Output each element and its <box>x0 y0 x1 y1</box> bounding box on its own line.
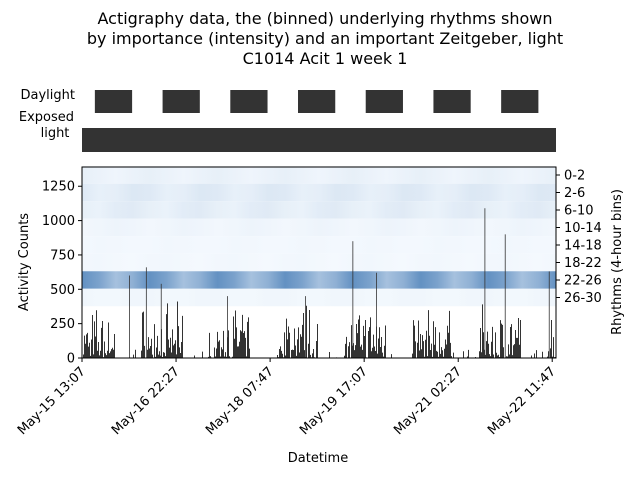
y-tick-label: 0 <box>67 352 75 367</box>
daylight-block <box>365 90 403 113</box>
y2-tick-label: 18-22 <box>564 256 602 271</box>
daylight-block <box>230 90 268 113</box>
exposed-label-line-2: light <box>41 126 70 141</box>
x-tick-label: May-16 22:27 <box>109 364 183 438</box>
daylight-block <box>298 90 336 113</box>
y-tick-label: 500 <box>50 283 75 298</box>
x-tick-label: May-18 07:47 <box>203 364 277 438</box>
y2-axis-label: Rhythms (4-hour bins) <box>610 189 625 335</box>
heatmap-row <box>82 183 556 202</box>
daylight-block <box>501 90 539 113</box>
heatmap-row <box>82 253 556 272</box>
y-tick-label: 250 <box>50 317 75 332</box>
x-tick-label: May-22 11:47 <box>485 364 559 438</box>
y-tick-label: 750 <box>50 248 75 263</box>
daylight-block <box>162 90 200 113</box>
y2-axis: 0-2 2-6 6-10 10-14 14-18 18-22 22-26 26-30 <box>556 169 602 306</box>
y-tick-label: 1250 <box>42 180 75 195</box>
heatmap-row <box>82 166 556 184</box>
heatmap-row <box>82 201 556 219</box>
exposed-label-line-1: Exposed <box>19 110 74 125</box>
chart-title-line-2: by importance (intensity) and an importa… <box>87 29 563 48</box>
y2-tick-label: 2-6 <box>564 186 585 201</box>
activity-bars <box>83 208 556 358</box>
y2-tick-label: 14-18 <box>564 239 602 254</box>
x-tick-label: May-15 13:07 <box>15 364 89 438</box>
daylight-block <box>94 90 133 113</box>
chart-title-line-1: Actigraphy data, the (binned) underlying… <box>98 9 553 28</box>
heatmap-row <box>82 271 556 289</box>
y2-tick-label: 26-30 <box>564 291 602 306</box>
daylight-label: Daylight <box>21 88 75 103</box>
y-axis-label: Activity Counts <box>17 213 32 311</box>
daylight-block <box>433 90 471 113</box>
chart-title-line-3: C1014 Acit 1 week 1 <box>243 49 408 68</box>
heatmap-row <box>82 218 556 237</box>
y2-tick-label: 6-10 <box>564 204 594 219</box>
y-axis: 0 250 500 750 1000 1250 <box>42 180 82 367</box>
y-tick-label: 1000 <box>42 214 75 229</box>
x-axis: May-15 13:07 May-16 22:27 May-18 07:47 May-… <box>15 358 559 438</box>
x-tick-label: May-21 02:27 <box>391 364 465 438</box>
heatmap-row <box>82 236 556 254</box>
y2-tick-label: 0-2 <box>564 169 585 184</box>
rhythm-heatmap <box>82 166 556 307</box>
exposed-light-bar <box>82 128 556 152</box>
x-tick-label: May-19 17:07 <box>297 364 371 438</box>
heatmap-row <box>82 288 556 307</box>
y2-tick-label: 10-14 <box>564 221 602 236</box>
x-axis-label: Datetime <box>288 451 348 466</box>
y2-tick-label: 22-26 <box>564 274 602 289</box>
daylight-panel <box>94 90 539 113</box>
